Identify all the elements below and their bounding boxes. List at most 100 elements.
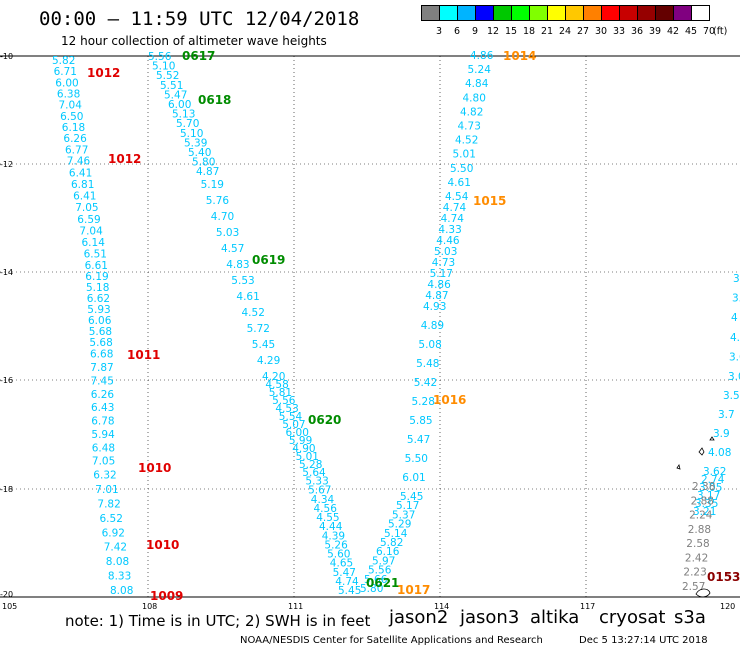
pass-time-label: 1016 — [433, 393, 466, 407]
longitude-label: 111 — [288, 602, 303, 611]
swh-value: 4.87 — [196, 166, 219, 178]
colorbar-tick-label: 3 — [436, 26, 442, 37]
swh-value: 7.45 — [91, 375, 114, 387]
legend-jason2: jason2 — [389, 607, 449, 628]
swh-value: 3.6 — [729, 351, 740, 363]
swh-value: 5.45 — [338, 585, 361, 597]
swh-value: 5.03 — [434, 246, 457, 258]
swh-value: 4.73 — [458, 121, 481, 133]
swh-value: 6.00 — [286, 427, 309, 439]
swh-value: 6.43 — [91, 402, 114, 414]
swh-value: 4.34 — [311, 494, 335, 506]
swh-value: 4.86 — [470, 50, 494, 62]
generation-timestamp: Dec 5 13:27:14 UTC 2018 — [579, 635, 708, 646]
swh-value: 5.29 — [388, 519, 411, 531]
track-cryosat-right: 33.544.23.63.03.53.73.94.083.622.743.053… — [693, 273, 740, 518]
swh-value: 4.57 — [221, 243, 244, 255]
swh-value: 5.45 — [400, 491, 423, 503]
coastline-fragment — [698, 447, 705, 456]
swh-value: 3.9 — [713, 428, 730, 440]
colorbar-tick-label: 27 — [577, 26, 589, 37]
swh-value: 3 — [733, 273, 740, 285]
swh-value: 2.42 — [685, 552, 708, 564]
colorbar-tick-label: 24 — [559, 26, 571, 37]
latitude-label: -12 — [0, 160, 13, 169]
pass-time-label: 0617 — [182, 49, 215, 63]
swh-value: 4.70 — [211, 211, 234, 223]
swh-value: 2.24 — [689, 510, 713, 522]
swh-value: 4.80 — [463, 92, 486, 104]
swh-value: 5.60 — [327, 549, 350, 561]
swh-value: 4.44 — [319, 521, 343, 533]
colorbar-tick-label: 30 — [595, 26, 607, 37]
colorbar-tick-label: 6 — [454, 26, 460, 37]
longitude-label: 114 — [434, 602, 449, 611]
axis-labels: -10 -12 -14 -16 -18 -20 105 108 111 114 117 120 — [0, 52, 735, 611]
swh-value: 5.80 — [360, 583, 383, 595]
swh-value: 5.50 — [405, 453, 428, 465]
swh-value: 4.56 — [314, 503, 338, 515]
pass-time-label: 0620 — [308, 413, 341, 427]
swh-value: 2.58 — [686, 538, 709, 550]
swh-value: 5.01 — [453, 149, 476, 161]
swh-value: 7.87 — [90, 362, 113, 374]
legend-s3a: s3a — [674, 607, 706, 628]
longitude-label: 117 — [580, 602, 595, 611]
pass-time-label: 0618 — [198, 93, 231, 107]
swh-value: 5.64 — [302, 467, 326, 479]
swh-value: 5.94 — [91, 429, 115, 441]
colorbar-tick-label: 70 — [703, 26, 715, 37]
swh-value: 4.82 — [460, 106, 483, 118]
swh-value: 5.93 — [87, 304, 110, 316]
swh-value: 5.39 — [184, 137, 207, 149]
swh-value: 4.52 — [455, 135, 478, 147]
legend-jason3: jason3 — [460, 607, 520, 628]
coastline-fragment — [695, 588, 711, 598]
pass-time-label: 1011 — [127, 348, 160, 362]
swh-value: 5.97 — [372, 555, 395, 567]
swh-value: 6.41 — [69, 167, 92, 179]
swh-value: 3.21 — [693, 506, 716, 518]
swh-value: 5.70 — [176, 118, 199, 130]
track-altika-track: 4.86 5.24 4.84 4.80 4.82 4.73 4.52 5.01 5.50 4.61… — [360, 50, 494, 595]
colorbar-tick-label: 39 — [649, 26, 661, 37]
swh-value: 5.10 — [152, 61, 175, 73]
swh-value: 4.65 — [330, 558, 353, 570]
swh-value: 7.05 — [92, 456, 115, 468]
swh-value: 5.03 — [216, 227, 239, 239]
swh-value: 4.53 — [275, 403, 298, 415]
satellite-legend: jason2 jason3 altika cryosat s3a — [0, 607, 740, 629]
swh-value: 5.68 — [89, 326, 112, 338]
coastline-fragment — [709, 436, 715, 441]
swh-value: 3.5 — [723, 390, 740, 402]
swh-value: 7.82 — [97, 499, 120, 511]
swh-value: 4.2 — [730, 332, 740, 344]
swh-value: 6.68 — [90, 349, 113, 361]
swh-value: 5.82 — [380, 537, 403, 549]
swh-value: 8.08 — [110, 585, 133, 597]
swh-value: 6.16 — [376, 546, 400, 558]
swh-value: 6.00 — [55, 77, 78, 89]
swh-value: 5.56 — [368, 565, 392, 577]
swh-value: 5.45 — [252, 339, 275, 351]
swh-value: 6.77 — [65, 144, 88, 156]
coastline — [676, 436, 715, 598]
swh-value: 5.56 — [272, 395, 296, 407]
swh-value: 5.56 — [148, 51, 172, 63]
legend-altika: altika — [530, 607, 580, 628]
swh-value: 4.89 — [421, 320, 444, 332]
latitude-label: -20 — [0, 590, 13, 599]
swh-value: 3.35 — [695, 498, 718, 510]
swh-value: 4.46 — [436, 235, 460, 247]
colorbar-tick-label: 12 — [487, 26, 499, 37]
swh-value: 5.28 — [299, 459, 322, 471]
swh-value: 5.28 — [412, 396, 435, 408]
swh-value: 5.24 — [468, 64, 492, 76]
map-title: 00:00 – 11:59 UTC 12/04/2018 — [39, 8, 360, 30]
swh-value: 2.23 — [683, 567, 706, 579]
swh-value: 5.80 — [192, 157, 215, 169]
pass-time-label: 1014 — [503, 49, 536, 63]
swh-value: 5.47 — [164, 89, 187, 101]
swh-value: 4.83 — [226, 259, 249, 271]
